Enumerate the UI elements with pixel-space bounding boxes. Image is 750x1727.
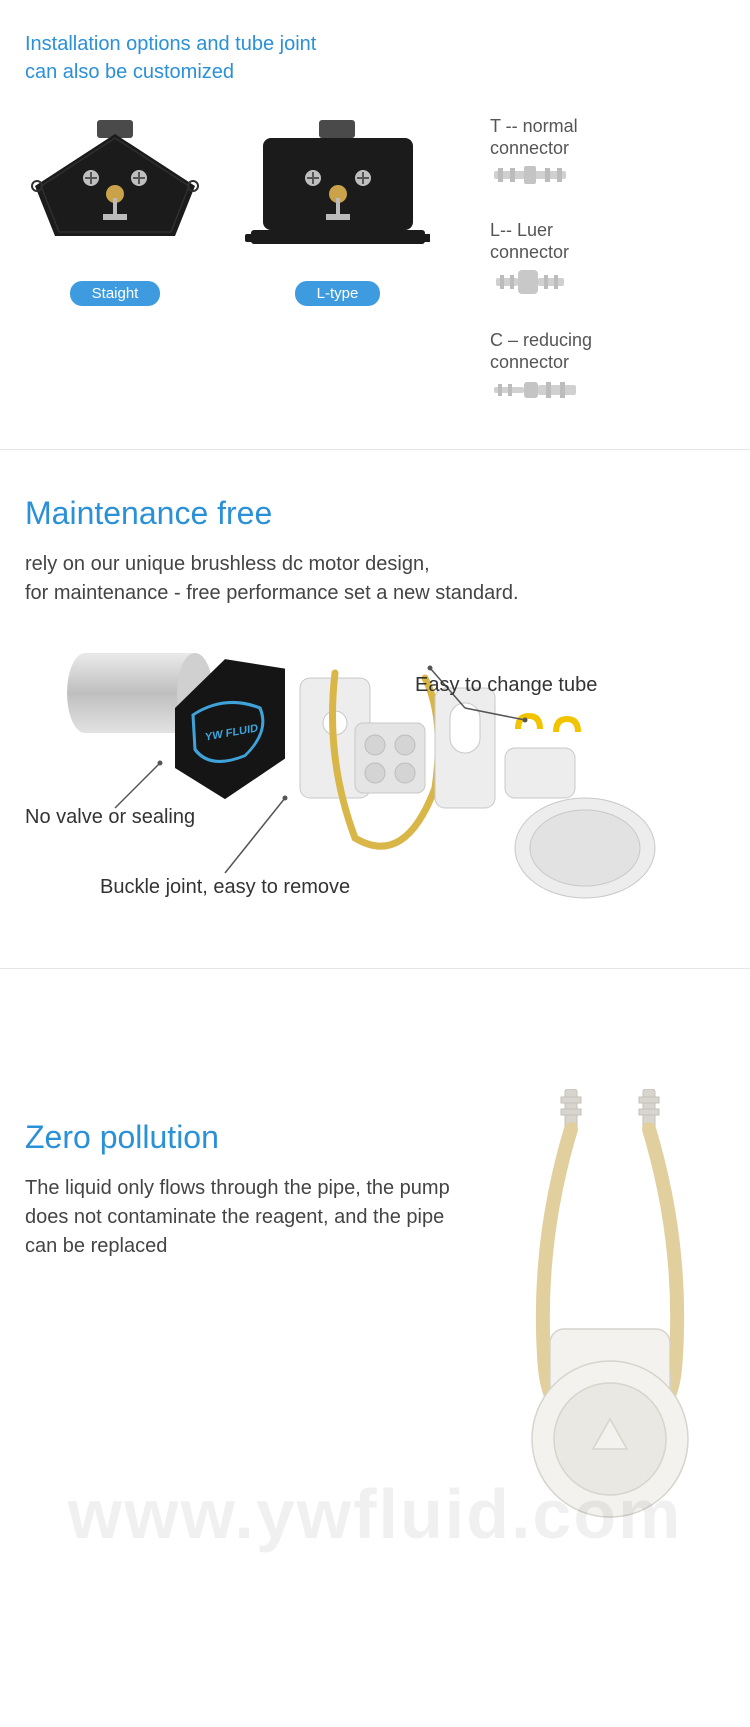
connector-c-l1: C – reducing bbox=[490, 330, 592, 350]
clip-icon bbox=[515, 713, 543, 729]
connector-c: C – reducingconnector bbox=[490, 330, 725, 408]
callout-easy-tube: Easy to change tube bbox=[415, 674, 597, 697]
options-row: Staight L-type T -- normalconnector bbox=[25, 116, 725, 409]
zero-line-2: does not contaminate the reagent, and th… bbox=[25, 1203, 465, 1232]
maintenance-line-1: rely on our unique brushless dc motor de… bbox=[25, 550, 725, 579]
exploded-diagram: YW FLUID bbox=[25, 638, 725, 928]
connector-t-l1: T -- normal bbox=[490, 116, 578, 136]
connector-c-l2: connector bbox=[490, 352, 569, 372]
section-zero-pollution: Zero pollution The liquid only flows thr… bbox=[0, 969, 750, 1564]
pill-ltype: L-type bbox=[295, 281, 381, 306]
option-straight: Staight bbox=[25, 116, 205, 306]
intro-line-2: can also be customized bbox=[25, 58, 725, 86]
pill-straight: Staight bbox=[70, 281, 161, 306]
pump-straight-icon bbox=[25, 116, 205, 261]
zero-line-3: can be replaced bbox=[25, 1232, 465, 1261]
section-maintenance-free: Maintenance free rely on our unique brus… bbox=[0, 450, 750, 968]
zero-line-1: The liquid only flows through the pipe, … bbox=[25, 1174, 465, 1203]
maintenance-line-2: for maintenance - free performance set a… bbox=[25, 579, 725, 608]
zero-pollution-image bbox=[495, 1089, 725, 1524]
connector-l-icon bbox=[490, 265, 570, 299]
callout-buckle: Buckle joint, easy to remove bbox=[100, 876, 350, 899]
zero-heading: Zero pollution bbox=[25, 1119, 465, 1156]
section-installation-options: Installation options and tube joint can … bbox=[0, 0, 750, 449]
callout-no-valve: No valve or sealing bbox=[25, 806, 195, 829]
maintenance-heading: Maintenance free bbox=[25, 495, 725, 532]
pump-ltype-icon bbox=[245, 116, 430, 261]
connector-c-icon bbox=[490, 376, 580, 404]
connector-t: T -- normalconnector bbox=[490, 116, 725, 194]
connectors-column: T -- normalconnector L-- Luerconnector bbox=[490, 116, 725, 409]
connector-l: L-- Luerconnector bbox=[490, 220, 725, 304]
intro-line-1: Installation options and tube joint bbox=[25, 30, 725, 58]
pump-head-icon bbox=[495, 1089, 725, 1519]
connector-l-l1: L-- Luer bbox=[490, 220, 553, 240]
option-ltype: L-type bbox=[245, 116, 430, 306]
connector-l-l2: connector bbox=[490, 242, 569, 262]
connector-t-icon bbox=[490, 161, 570, 189]
connector-t-l2: connector bbox=[490, 138, 569, 158]
zero-pollution-text: Zero pollution The liquid only flows thr… bbox=[25, 1089, 465, 1261]
